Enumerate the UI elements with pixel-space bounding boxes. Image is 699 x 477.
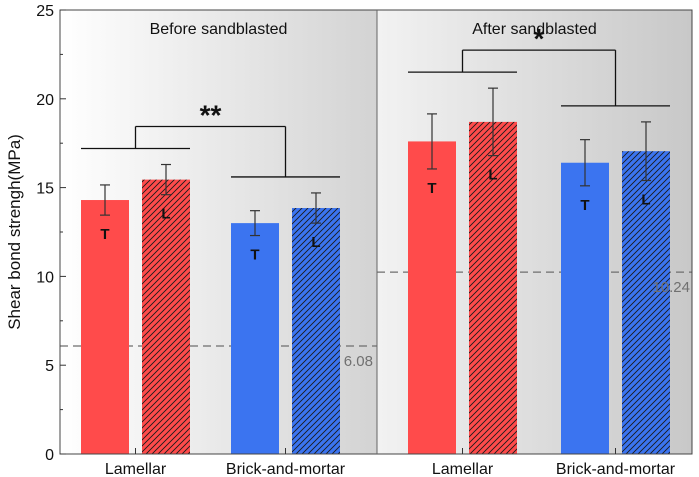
bar-lamellar-l — [142, 179, 190, 454]
bar-letter-l: L — [488, 167, 497, 184]
bar-lamellar-t — [81, 200, 129, 454]
y-tick-label: 5 — [45, 358, 54, 375]
significance-label: * — [534, 23, 545, 54]
x-category-label: Lamellar — [432, 461, 494, 477]
bar-letter-l: L — [311, 234, 320, 251]
bar-letter-t: T — [427, 180, 436, 197]
bar-brick-and-mortar-t — [231, 223, 279, 454]
bar-brick-and-mortar-l — [292, 208, 340, 454]
y-tick-label: 0 — [45, 447, 54, 464]
panel-label: After sandblasted — [472, 21, 597, 38]
y-tick-label: 20 — [36, 92, 54, 109]
bar-letter-l: L — [161, 206, 170, 223]
reference-value-label: 6.08 — [344, 353, 373, 370]
bar-brick-and-mortar-l — [622, 151, 670, 454]
bar-lamellar-l — [469, 121, 517, 454]
reference-value-label: 10.24 — [652, 279, 690, 296]
significance-label: ** — [200, 100, 222, 131]
bar-letter-t: T — [100, 226, 109, 243]
bar-letter-t: T — [580, 197, 589, 214]
x-category-label: Brick-and-mortar — [556, 461, 676, 477]
y-tick-label: 25 — [36, 3, 54, 20]
bar-lamellar-t — [408, 141, 456, 454]
bar-brick-and-mortar-t — [561, 162, 609, 454]
y-tick-label: 15 — [36, 181, 54, 198]
panel-label: Before sandblasted — [150, 21, 288, 38]
y-tick-label: 10 — [36, 269, 54, 286]
bar-letter-l: L — [641, 191, 650, 208]
x-category-label: Lamellar — [105, 461, 167, 477]
y-axis-title: Shear bond strengh(MPa) — [5, 134, 24, 330]
x-category-label: Brick-and-mortar — [226, 461, 346, 477]
bar-letter-t: T — [250, 247, 259, 264]
